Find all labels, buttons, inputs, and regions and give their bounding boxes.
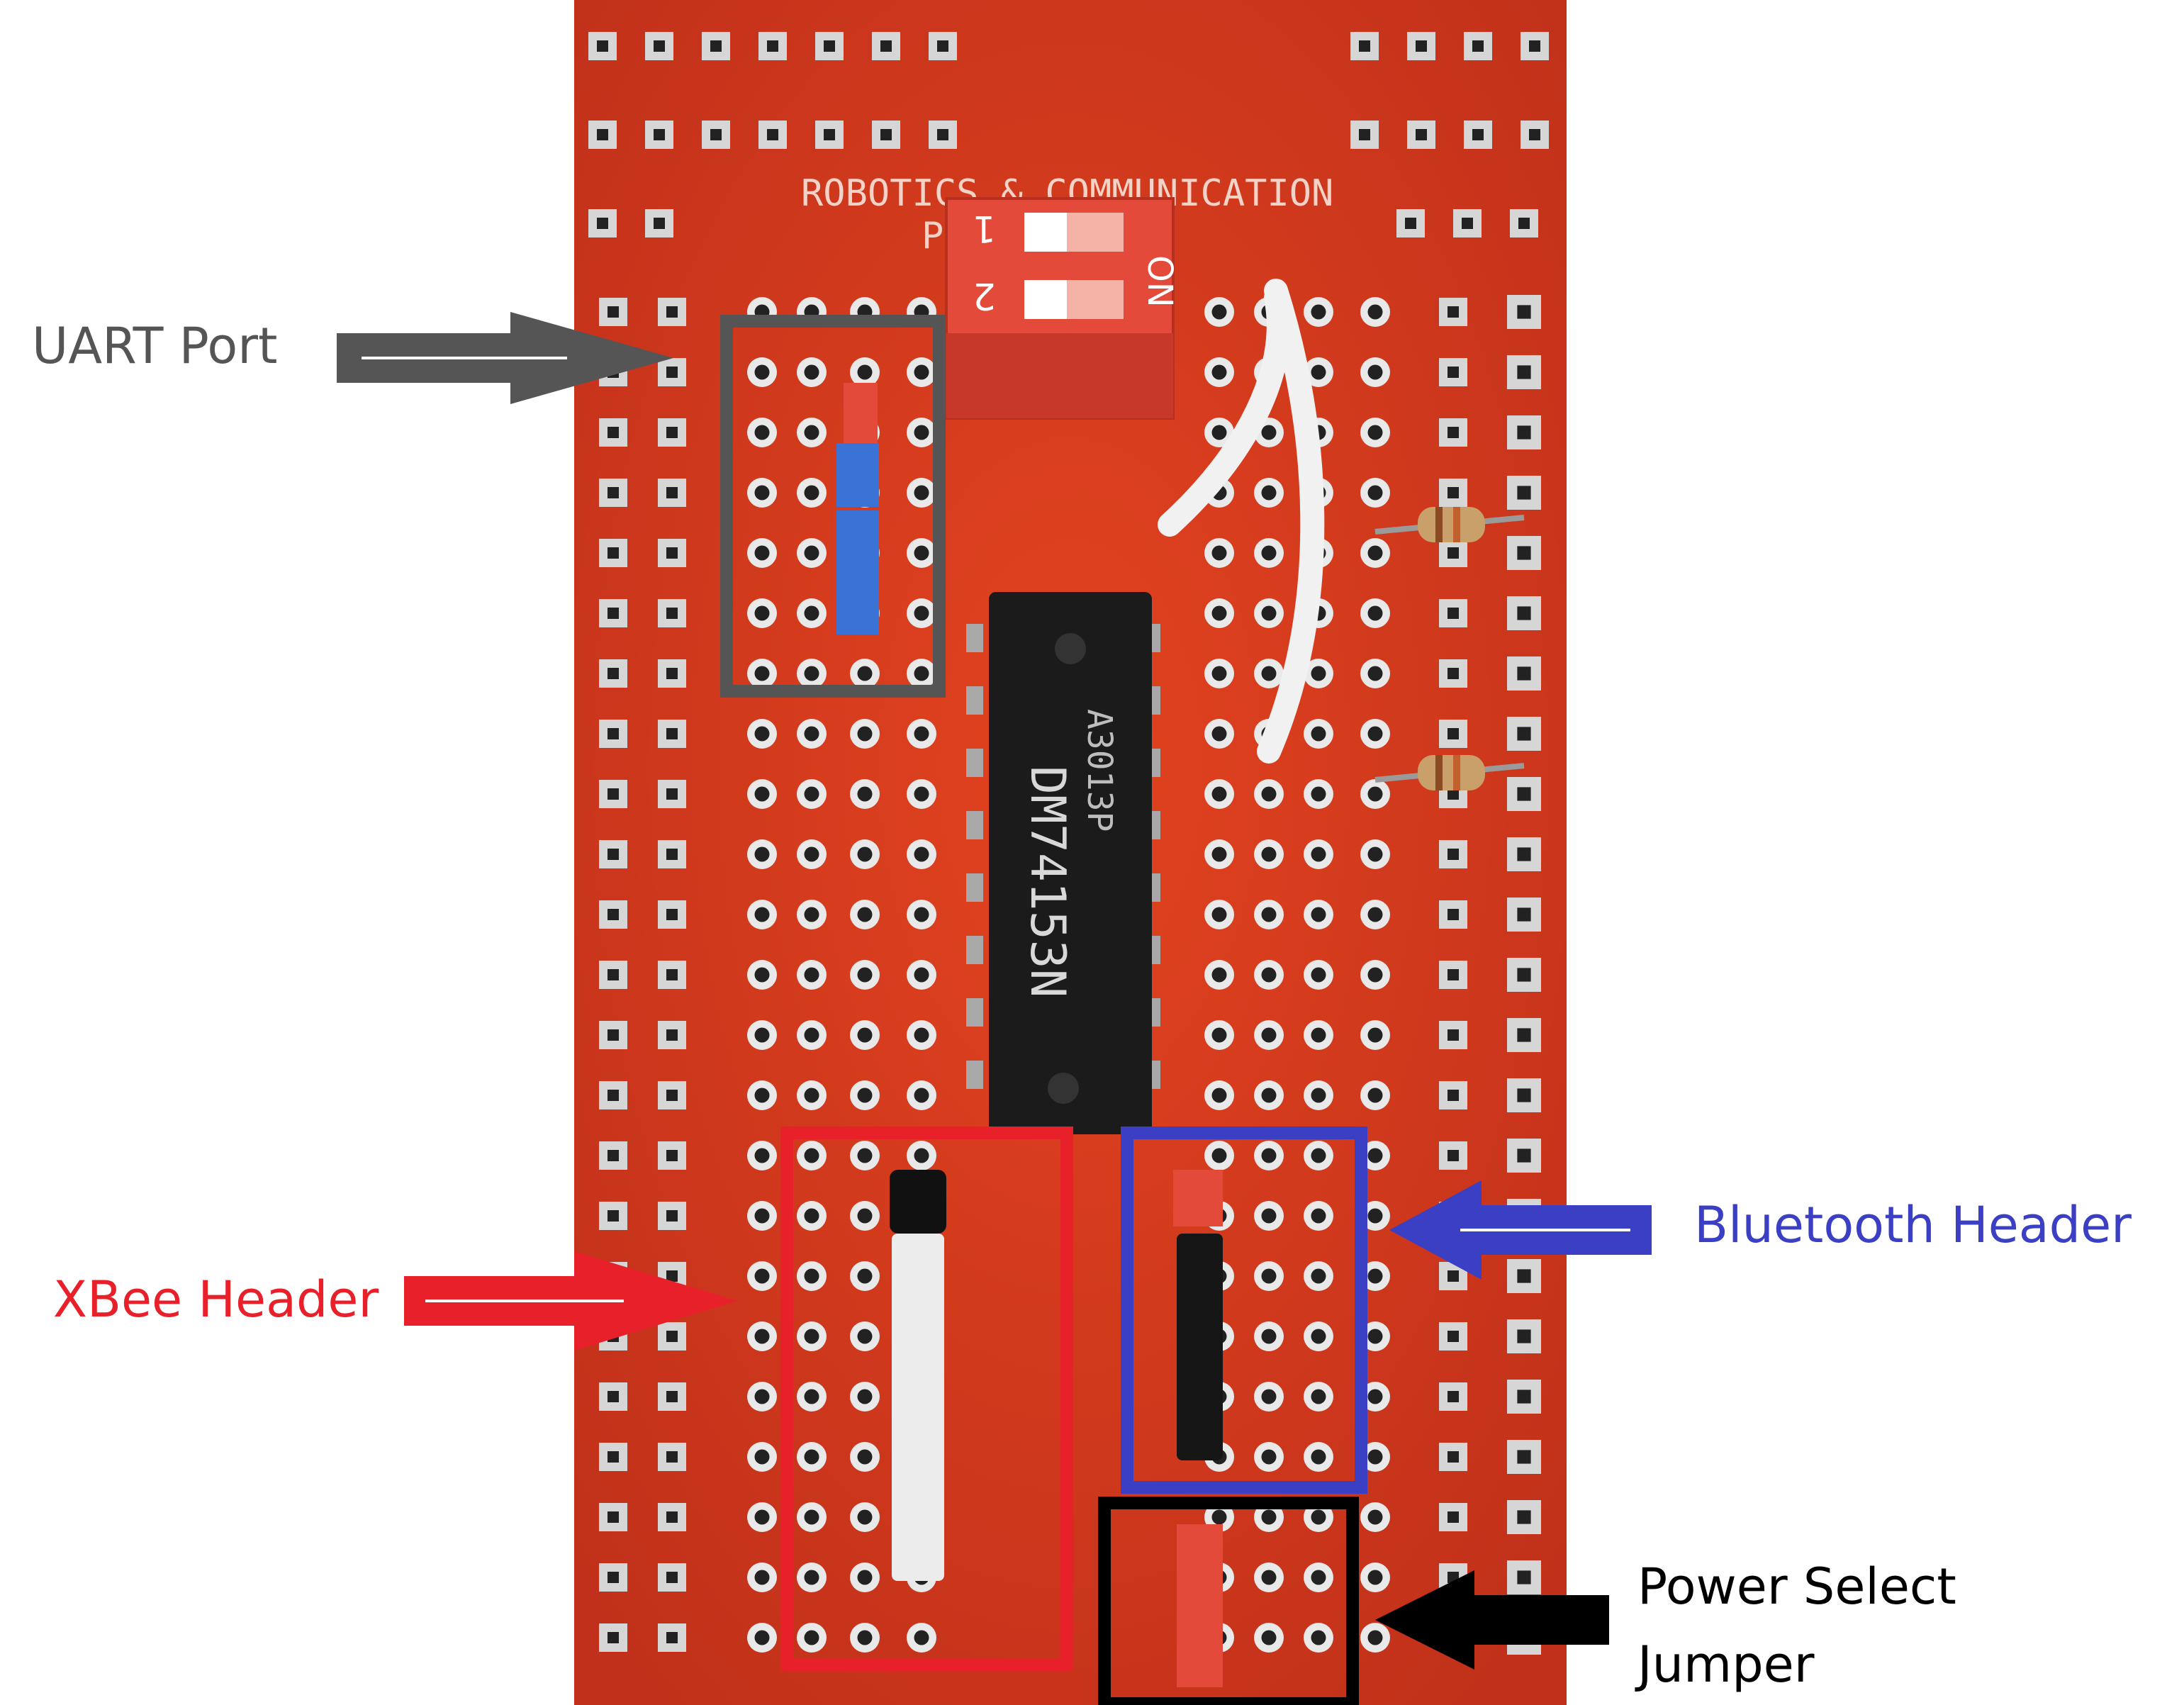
white-wire-2: [1257, 279, 1325, 764]
bluetooth-header-arrow: [1389, 1180, 1652, 1280]
chip-part-number: DM74153N: [1019, 766, 1075, 998]
xbee-header-arrow: [404, 1251, 737, 1351]
power-select-box: [1098, 1497, 1359, 1705]
uart-port-box: [720, 315, 946, 698]
power-select-label-line1: Power Select: [1637, 1558, 1956, 1616]
bluetooth-header-box: [1121, 1127, 1367, 1494]
xbee-header-box: [780, 1127, 1073, 1671]
dip-pos1-label: 1: [973, 207, 996, 250]
resistor-2: [1374, 755, 1525, 790]
power-select-arrow: [1375, 1570, 1609, 1670]
bluetooth-header-label: Bluetooth Header: [1694, 1196, 2132, 1254]
chip-lot-code: A3013P: [1080, 709, 1119, 832]
bluetooth-pin-header: [1173, 1170, 1223, 1460]
xbee-header-label: XBee Header: [53, 1270, 379, 1329]
xbee-pin-header: [890, 1170, 946, 1581]
uart-jumpers: [836, 383, 879, 635]
power-select-label-line2: Jumper: [1637, 1636, 1815, 1694]
power-select-jumper: [1177, 1524, 1223, 1687]
dip-switch: 1 2 ON: [945, 197, 1180, 420]
uart-port-arrow: [337, 312, 673, 404]
dip-pos2-label: 2: [973, 274, 996, 317]
dip-on-label: ON: [1140, 255, 1180, 308]
resistor-1: [1374, 507, 1525, 542]
uart-port-label: UART Port: [32, 317, 278, 375]
ic-chip: DM74153N A3013P: [966, 592, 1160, 1134]
